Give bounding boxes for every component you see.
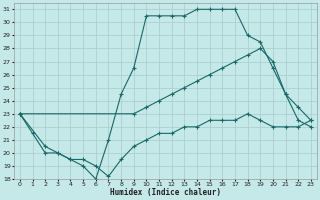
X-axis label: Humidex (Indice chaleur): Humidex (Indice chaleur) [110,188,221,197]
